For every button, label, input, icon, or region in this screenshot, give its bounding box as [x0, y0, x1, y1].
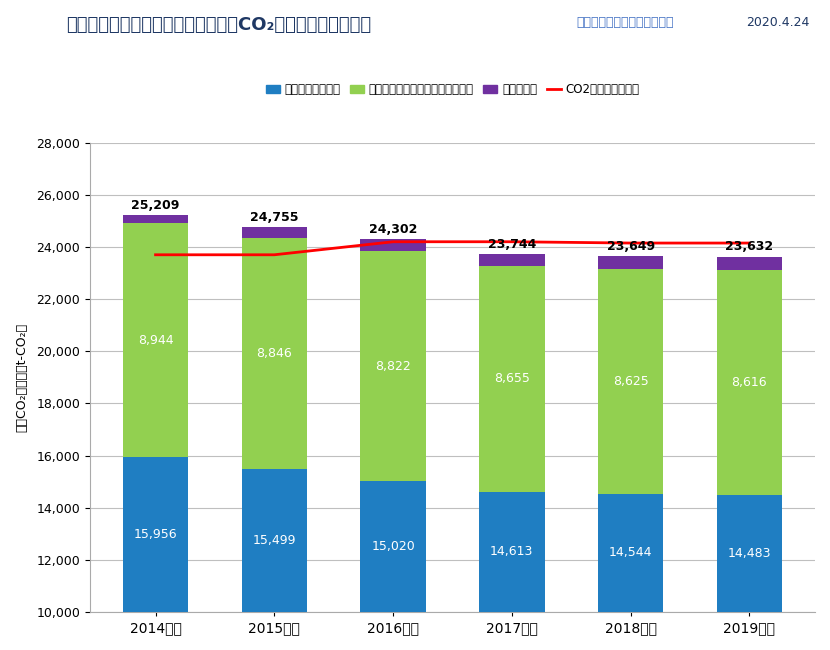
Bar	[242, 238, 307, 469]
Text: 15,020: 15,020	[371, 540, 415, 553]
Text: 8,846: 8,846	[256, 347, 292, 360]
Bar	[360, 251, 426, 481]
CO2排出上限量累積	[745, 239, 754, 247]
Bar	[598, 256, 663, 268]
Bar	[123, 457, 188, 650]
Bar	[598, 493, 663, 650]
Text: 15,499: 15,499	[252, 534, 296, 547]
Text: 14,483: 14,483	[728, 547, 771, 560]
Text: 23,632: 23,632	[725, 240, 774, 254]
Bar	[479, 491, 544, 650]
Text: 24,302: 24,302	[369, 223, 417, 236]
Bar	[479, 266, 544, 491]
Text: 8,655: 8,655	[494, 372, 530, 385]
Bar	[717, 495, 782, 650]
Bar	[360, 239, 426, 251]
CO2排出上限量累積	[150, 251, 160, 259]
Text: ［東京都条例管理用グラフ］: ［東京都条例管理用グラフ］	[577, 16, 674, 29]
CO2排出上限量累積	[507, 238, 517, 246]
Bar	[123, 215, 188, 224]
CO2排出上限量累積	[626, 239, 636, 247]
Text: 14,613: 14,613	[491, 545, 534, 558]
Bar	[123, 224, 188, 457]
Text: 25,209: 25,209	[131, 200, 180, 213]
Text: 24,755: 24,755	[250, 211, 299, 224]
Bar	[360, 481, 426, 650]
Text: 23,744: 23,744	[488, 237, 536, 250]
Bar	[717, 257, 782, 270]
Bar	[479, 254, 544, 266]
Text: 2020.4.24: 2020.4.24	[746, 16, 809, 29]
CO2排出上限量累積	[388, 238, 398, 246]
Legend: 病院・本部棟累積, 大学棟本館・１号館・２号館累積, その他累積, CO2排出上限量累積: 病院・本部棟累積, 大学棟本館・１号館・２号館累積, その他累積, CO2排出上…	[261, 78, 644, 101]
Text: 15,956: 15,956	[134, 528, 178, 541]
Bar	[717, 270, 782, 495]
Bar	[242, 469, 307, 650]
CO2排出上限量累積	[270, 251, 280, 259]
Text: 8,625: 8,625	[613, 374, 648, 387]
Line: CO2排出上限量累積: CO2排出上限量累積	[155, 242, 749, 255]
Text: 8,822: 8,822	[375, 359, 411, 372]
Y-axis label: 累積CO₂排出量（t-CO₂）: 累積CO₂排出量（t-CO₂）	[15, 323, 28, 432]
Bar	[598, 268, 663, 493]
Text: 23,649: 23,649	[607, 240, 655, 253]
Text: 8,944: 8,944	[138, 333, 173, 346]
Text: 8,616: 8,616	[731, 376, 767, 389]
Text: 14,544: 14,544	[609, 546, 652, 559]
Text: 帝京大学　板橋キャンパス　年度別CO₂排出量推移（累積）: 帝京大学 板橋キャンパス 年度別CO₂排出量推移（累積）	[66, 16, 372, 34]
Bar	[242, 227, 307, 238]
